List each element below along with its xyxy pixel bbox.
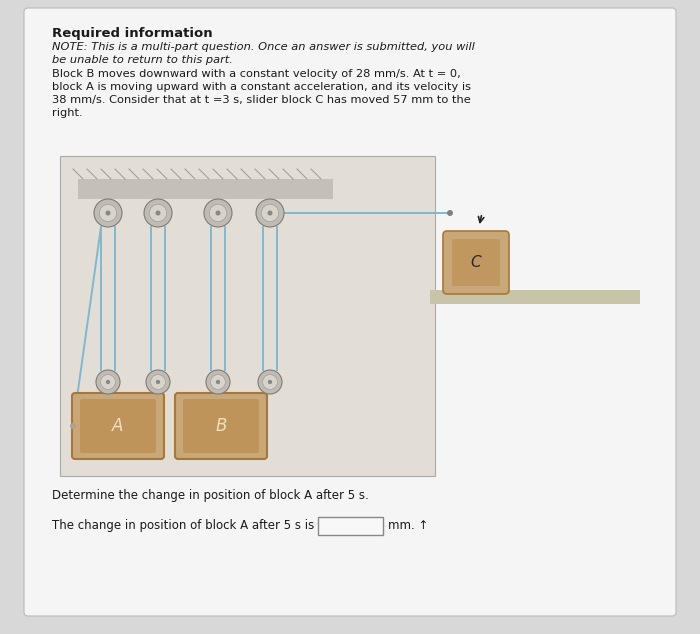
FancyBboxPatch shape [72,393,164,459]
Bar [430,290,640,304]
FancyBboxPatch shape [443,231,509,294]
Text: B: B [216,417,227,435]
Circle shape [258,370,282,394]
Circle shape [99,204,117,222]
Text: 38 mm/s. Consider that at t =3 s, slider block C has moved 57 mm to the: 38 mm/s. Consider that at t =3 s, slider… [52,95,470,105]
FancyBboxPatch shape [183,399,259,453]
Text: be unable to return to this part.: be unable to return to this part. [52,55,233,65]
FancyBboxPatch shape [24,8,676,616]
Text: right.: right. [52,108,83,118]
Circle shape [144,199,172,227]
Text: A: A [112,417,124,435]
Circle shape [101,375,116,389]
Circle shape [106,380,110,384]
Text: NOTE: This is a multi-part question. Once an answer is submitted, you will: NOTE: This is a multi-part question. Onc… [52,42,475,52]
FancyBboxPatch shape [80,399,156,453]
Text: Required information: Required information [52,27,213,40]
Text: block A is moving upward with a constant acceleration, and its velocity is: block A is moving upward with a constant… [52,82,471,92]
Text: Block B moves downward with a constant velocity of 28 mm/s. At t = 0,: Block B moves downward with a constant v… [52,69,461,79]
Circle shape [106,210,111,216]
Bar [318,517,383,535]
Circle shape [216,380,220,384]
Circle shape [447,210,453,216]
Circle shape [150,375,165,389]
Circle shape [267,210,272,216]
Circle shape [156,380,160,384]
Circle shape [268,380,272,384]
Text: mm. ↑: mm. ↑ [388,519,428,532]
Circle shape [96,370,120,394]
Circle shape [155,210,160,216]
FancyBboxPatch shape [452,239,500,286]
Text: C: C [470,255,482,270]
Text: Determine the change in position of block A after 5 s.: Determine the change in position of bloc… [52,489,369,502]
Circle shape [256,199,284,227]
Circle shape [261,204,279,222]
Bar [60,156,435,476]
Circle shape [209,204,227,222]
Bar [78,179,333,199]
Circle shape [149,204,167,222]
Circle shape [146,370,170,394]
Circle shape [94,199,122,227]
Circle shape [262,375,277,389]
Circle shape [211,375,225,389]
Circle shape [70,423,76,429]
Text: R: R [118,425,119,426]
FancyBboxPatch shape [175,393,267,459]
Circle shape [216,210,220,216]
Circle shape [204,199,232,227]
Circle shape [206,370,230,394]
Text: The change in position of block A after 5 s is: The change in position of block A after … [52,519,314,532]
